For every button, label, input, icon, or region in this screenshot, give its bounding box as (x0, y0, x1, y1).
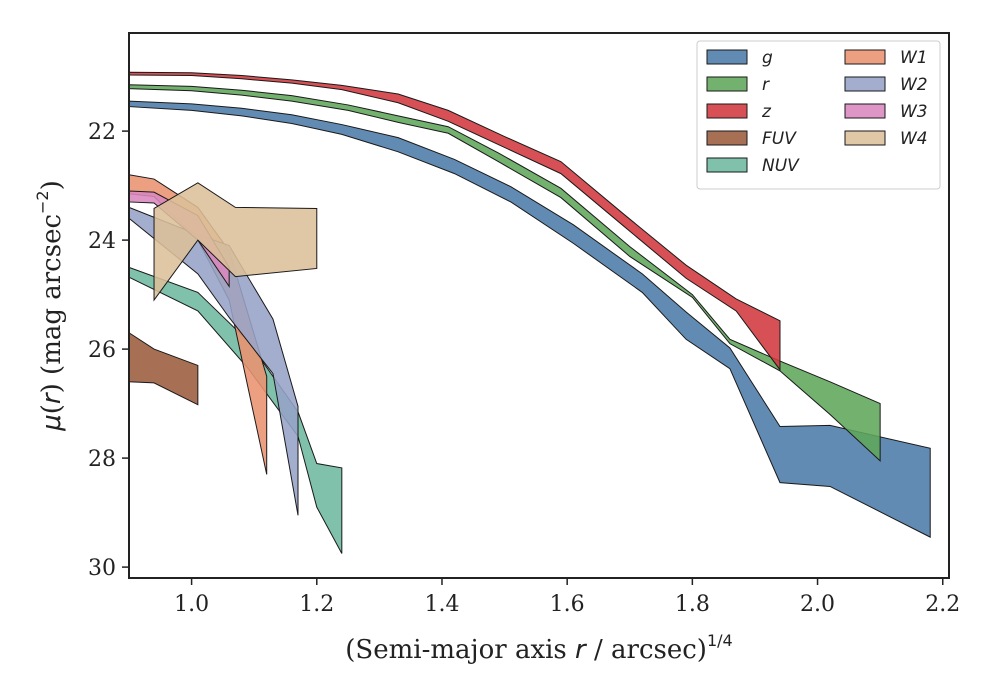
legend-swatch-w4 (844, 130, 886, 146)
y-axis-label-unit: (mag arcsec (37, 214, 67, 383)
legend-label-w4: W4 (900, 129, 928, 149)
y-tick-label: 24 (88, 229, 116, 254)
legend-label-w1: W1 (900, 48, 928, 68)
y-axis: 22 24 26 28 30 (88, 120, 129, 581)
legend-label-r: r (762, 75, 770, 95)
x-tick-label: 1.8 (675, 592, 710, 617)
band-fuv (128, 331, 199, 406)
legend-label-w2: W2 (900, 75, 928, 95)
x-axis: 1.0 1.2 1.4 1.6 1.8 2.0 2.2 (174, 578, 960, 617)
x-tick-label: 1.2 (299, 592, 334, 617)
x-tick-label: 1.0 (174, 592, 209, 617)
legend-label-z: z (761, 102, 772, 122)
y-axis-label-open: ( (37, 404, 67, 414)
band-w4 (153, 182, 318, 302)
y-axis-label: μ(r) (mag arcsec−2) (33, 180, 67, 432)
legend-label-fuv: FUV (762, 129, 797, 149)
y-axis-label-close: ) (37, 383, 67, 393)
legend-swatch-g (706, 49, 748, 65)
y-tick-label: 28 (88, 447, 116, 472)
legend-swatch-w2 (844, 76, 886, 92)
y-axis-label-var: r (37, 391, 67, 404)
x-axis-label-var: r (575, 635, 588, 665)
x-tick-label: 1.4 (424, 592, 459, 617)
x-axis-label-exponent: 1/4 (707, 631, 733, 650)
legend-label-w3: W3 (900, 102, 928, 122)
plot-frame (128, 32, 950, 579)
legend-swatch-z (706, 103, 748, 119)
band-z (128, 71, 781, 372)
y-tick-label: 30 (88, 556, 116, 581)
band-r (128, 84, 881, 462)
legend-swatch-w1 (844, 49, 886, 65)
legend-label-nuv: NUV (762, 156, 800, 176)
x-tick-label: 1.6 (550, 592, 585, 617)
y-tick-label: 22 (88, 120, 116, 145)
legend-swatch-r (706, 76, 748, 92)
chart-bands (128, 71, 931, 554)
x-axis-label-unit: / arcsec) (586, 635, 707, 665)
legend-swatch-fuv (706, 130, 748, 146)
legend-swatch-w3 (844, 103, 886, 119)
y-axis-label-exponent: −2 (33, 190, 52, 214)
x-tick-label: 2.0 (800, 592, 835, 617)
x-axis-label: (Semi-major axis r / arcsec)1/4 (345, 631, 732, 665)
x-axis-label-prefix: (Semi-major axis (345, 635, 575, 665)
legend: grz FUV NUV W1 W2 W3 W4 (696, 40, 941, 190)
legend-label-g: g (762, 48, 773, 68)
x-tick-label: 2.2 (925, 592, 960, 617)
y-tick-label: 26 (88, 338, 116, 363)
band-g (128, 100, 931, 538)
y-axis-label-end: ) (37, 180, 67, 190)
legend-swatch-nuv (706, 157, 748, 173)
y-axis-label-mu: μ (37, 414, 67, 432)
